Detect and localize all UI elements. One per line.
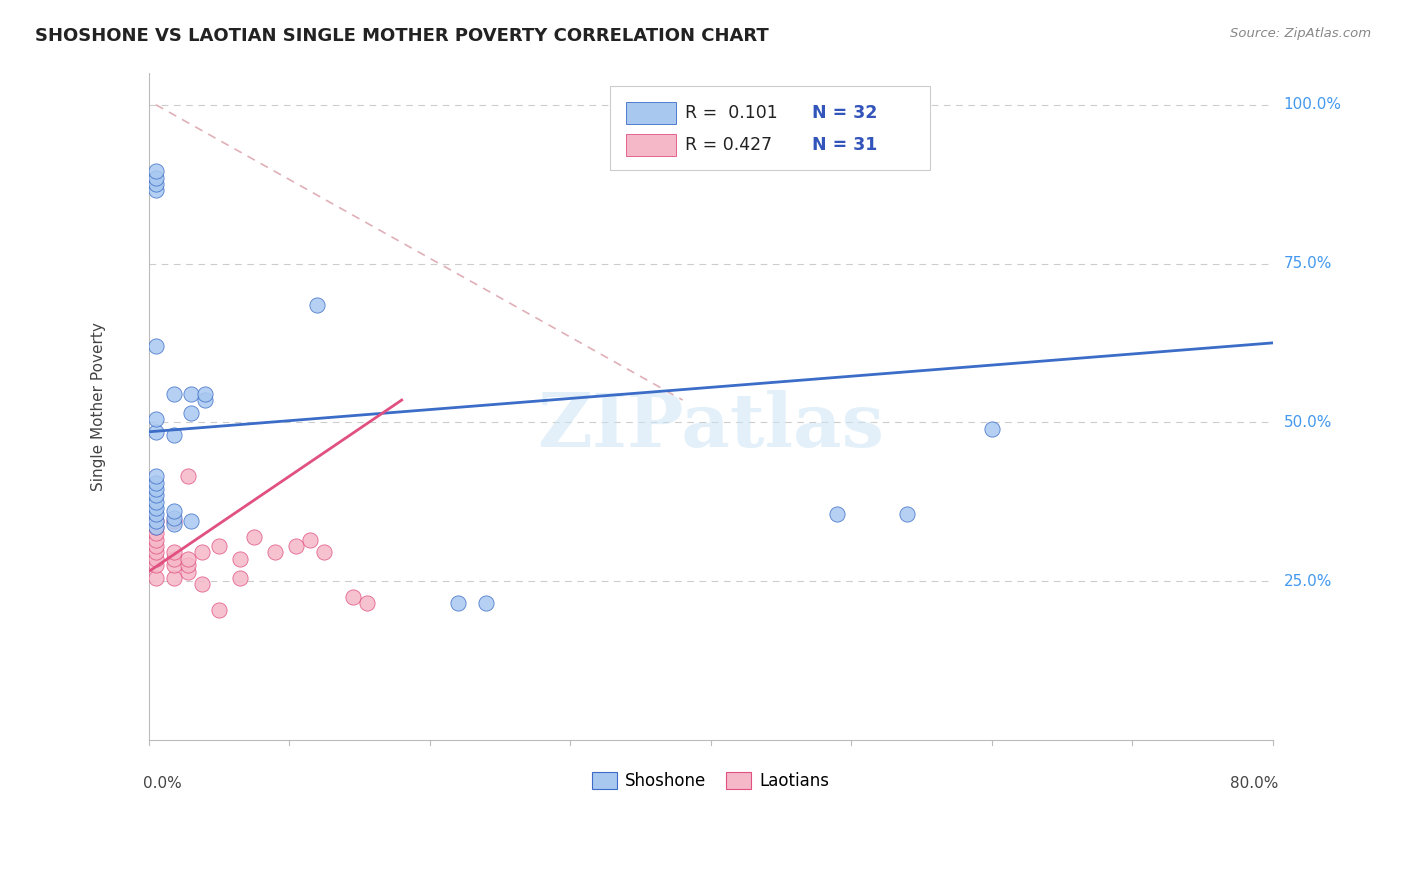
Point: [177, 558, 200, 573]
Text: 75.0%: 75.0%: [1284, 256, 1331, 271]
Point: [177, 565, 200, 579]
Point: [163, 510, 186, 524]
Point: [342, 590, 364, 604]
Point: [208, 539, 231, 553]
Point: [180, 386, 202, 401]
Point: [177, 551, 200, 566]
Point: [163, 551, 186, 566]
Point: [145, 545, 167, 559]
Point: [980, 422, 1002, 436]
Point: [145, 425, 167, 439]
Text: Source: ZipAtlas.com: Source: ZipAtlas.com: [1230, 27, 1371, 40]
Point: [243, 530, 266, 544]
Point: [145, 514, 167, 528]
Point: [285, 539, 308, 553]
Point: [229, 571, 252, 585]
Text: ZIPatlas: ZIPatlas: [537, 390, 884, 463]
Point: [145, 412, 167, 426]
Text: R =  0.101: R = 0.101: [685, 104, 778, 122]
Point: [145, 177, 167, 191]
Point: [145, 514, 167, 528]
Point: [145, 526, 167, 541]
Point: [447, 596, 470, 610]
Point: [208, 602, 231, 616]
Point: [145, 475, 167, 490]
FancyBboxPatch shape: [627, 134, 676, 156]
Point: [145, 558, 167, 573]
Point: [145, 520, 167, 534]
Point: [145, 520, 167, 534]
Point: [475, 596, 498, 610]
Text: 80.0%: 80.0%: [1230, 776, 1278, 791]
Text: N = 31: N = 31: [811, 136, 877, 154]
Legend: Shoshone, Laotians: Shoshone, Laotians: [586, 766, 835, 795]
Text: N = 32: N = 32: [811, 104, 877, 122]
Point: [145, 508, 167, 522]
Point: [163, 571, 186, 585]
Point: [145, 539, 167, 553]
Point: [191, 577, 214, 591]
Text: 50.0%: 50.0%: [1284, 415, 1331, 430]
Point: [145, 533, 167, 547]
Point: [191, 545, 214, 559]
Point: [145, 164, 167, 178]
Point: [145, 501, 167, 516]
Point: [194, 386, 217, 401]
Point: [264, 545, 287, 559]
Point: [145, 494, 167, 508]
Point: [180, 514, 202, 528]
Text: 100.0%: 100.0%: [1284, 97, 1341, 112]
Point: [194, 392, 217, 407]
Text: SHOSHONE VS LAOTIAN SINGLE MOTHER POVERTY CORRELATION CHART: SHOSHONE VS LAOTIAN SINGLE MOTHER POVERT…: [35, 27, 769, 45]
Point: [145, 339, 167, 353]
Point: [896, 508, 918, 522]
Point: [307, 298, 329, 312]
Point: [145, 184, 167, 198]
Point: [314, 545, 336, 559]
Point: [163, 514, 186, 528]
Text: 25.0%: 25.0%: [1284, 574, 1331, 589]
Point: [299, 533, 322, 547]
Point: [163, 386, 186, 401]
Text: 0.0%: 0.0%: [143, 776, 181, 791]
Point: [163, 428, 186, 442]
Point: [145, 571, 167, 585]
Text: R = 0.427: R = 0.427: [685, 136, 772, 154]
Point: [145, 469, 167, 483]
Point: [163, 516, 186, 531]
Point: [177, 469, 200, 483]
Point: [163, 504, 186, 518]
Point: [180, 406, 202, 420]
Point: [163, 558, 186, 573]
Text: Single Mother Poverty: Single Mother Poverty: [91, 322, 105, 491]
Point: [163, 545, 186, 559]
Point: [145, 488, 167, 502]
Point: [356, 596, 378, 610]
Point: [145, 551, 167, 566]
FancyBboxPatch shape: [610, 87, 929, 169]
Point: [825, 508, 848, 522]
Point: [145, 170, 167, 185]
Point: [229, 551, 252, 566]
Point: [145, 482, 167, 496]
FancyBboxPatch shape: [627, 102, 676, 124]
